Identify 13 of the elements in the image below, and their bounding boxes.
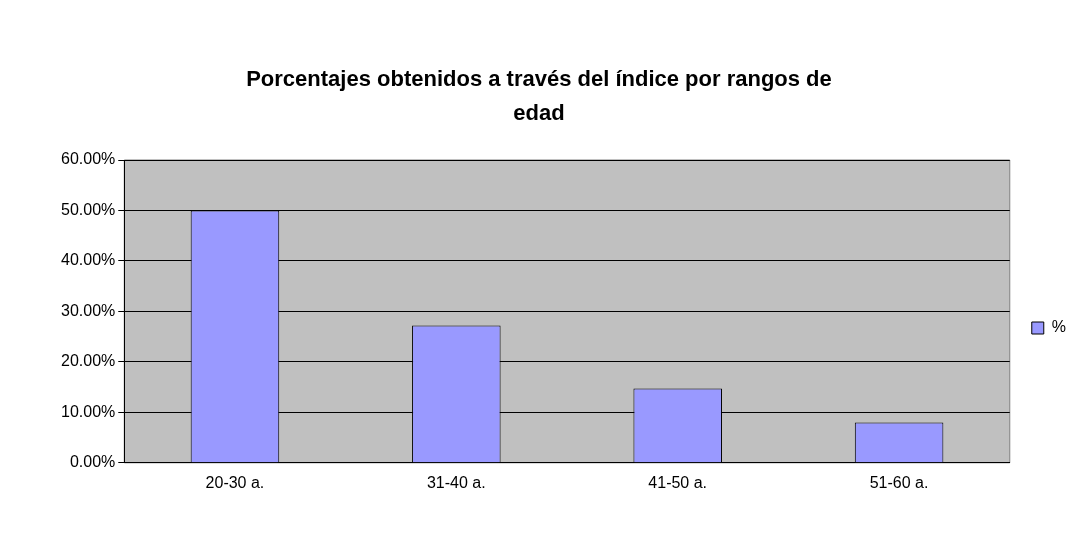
y-tick-label: 60.00% <box>61 150 116 168</box>
x-tick-label: 20-30 a. <box>205 473 265 491</box>
y-tick-label: 50.00% <box>61 200 116 218</box>
y-tick-label: 30.00% <box>61 301 116 319</box>
x-tick-label: 41-50 a. <box>648 473 708 491</box>
y-tick-label: 10.00% <box>61 402 116 420</box>
y-tick-label: 0.00% <box>69 453 116 471</box>
y-tick-label: 20.00% <box>61 352 116 370</box>
legend-label: % <box>1051 318 1067 336</box>
chart-title: Porcentajes obtenidos a través del índice por rangos de edad <box>245 65 833 127</box>
y-tick-label: 40.00% <box>61 251 116 269</box>
x-tick-label: 51-60 a. <box>869 473 929 491</box>
x-tick-label: 31-40 a. <box>426 473 486 491</box>
